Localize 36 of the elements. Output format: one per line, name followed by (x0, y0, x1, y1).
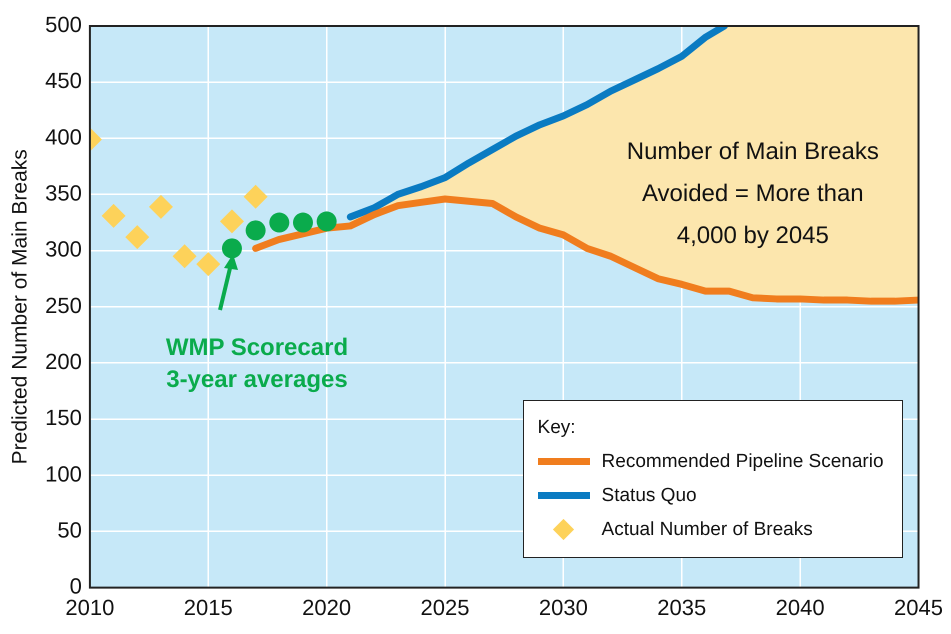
annotation: WMP Scorecard 3-year averages (166, 334, 348, 394)
y-tick-label: 250 (45, 292, 82, 318)
point (125, 225, 150, 250)
y-tick-label: 450 (45, 68, 82, 94)
x-tick-label: 2015 (184, 594, 233, 620)
y-axis-title: Predicted Number of Main Breaks (8, 149, 32, 464)
y-tick-label: 100 (45, 461, 82, 486)
y-tick-label: 350 (45, 180, 82, 206)
legend-label: Actual Number of Breaks (602, 518, 813, 542)
legend-title: Key: (538, 416, 577, 440)
point (172, 244, 197, 268)
x-tick-label: 2045 (894, 594, 944, 620)
y-tick-label: 50 (57, 518, 82, 543)
y-tick-label: 500 (45, 12, 82, 38)
point (244, 184, 268, 209)
x-tick-label: 2025 (420, 594, 470, 620)
legend-label: Status Quo (602, 484, 697, 508)
point (148, 194, 173, 219)
point (220, 209, 244, 234)
point (246, 220, 266, 240)
point (316, 211, 337, 232)
y-tick-label: 150 (45, 405, 82, 430)
point (292, 212, 313, 233)
x-tick-label: 2020 (302, 594, 352, 620)
x-tick-label: 2040 (776, 594, 825, 620)
y-tick-label: 400 (45, 124, 82, 150)
point (196, 252, 220, 276)
x-tick-label: 2035 (657, 594, 706, 620)
y-tick-label: 300 (45, 236, 82, 262)
point (269, 212, 290, 233)
point (222, 238, 242, 258)
x-tick-label: 2030 (538, 594, 588, 620)
y-tick-label: 200 (45, 349, 82, 374)
point (102, 204, 126, 228)
annotation: Number of Main Breaks Avoided = More than 4,000 by 2045 (626, 138, 879, 250)
legend-label: Recommended Pipeline Scenario (602, 450, 884, 474)
